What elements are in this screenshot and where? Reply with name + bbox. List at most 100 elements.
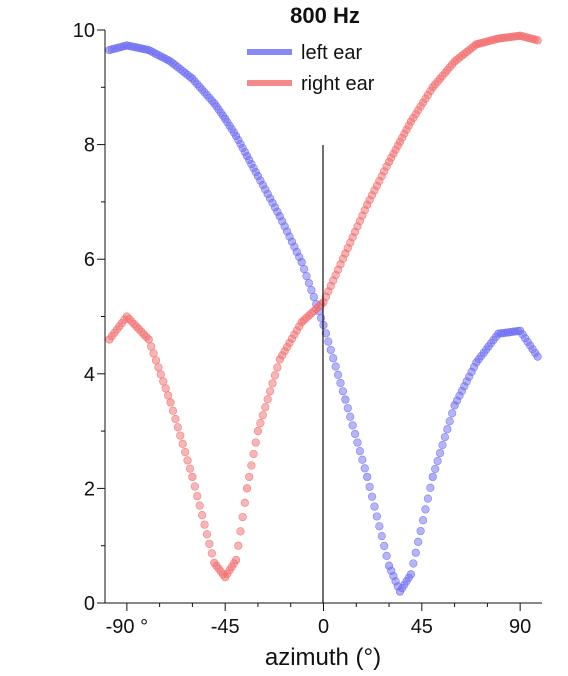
interpolated-point: [173, 423, 182, 432]
x-tick-label: 45: [411, 616, 433, 638]
interpolated-point: [435, 448, 445, 458]
interpolated-point: [350, 429, 360, 439]
interpolated-point: [251, 438, 260, 447]
interpolated-point: [238, 512, 247, 522]
interpolated-point: [195, 501, 204, 510]
interpolated-point: [240, 498, 249, 507]
interpolated-point: [377, 532, 386, 541]
interpolated-point: [326, 345, 335, 355]
interpolated-point: [154, 363, 163, 372]
points-layer: [105, 31, 542, 596]
interpolated-point: [156, 370, 165, 379]
interpolated-point: [367, 492, 377, 501]
interpolated-point: [193, 491, 202, 501]
interpolated-point: [181, 448, 190, 457]
interpolated-point: [261, 403, 270, 412]
interpolated-point: [256, 419, 265, 428]
data-point: [533, 36, 542, 45]
legend-label: left ear: [301, 42, 362, 64]
interpolated-point: [433, 456, 442, 466]
interpolated-point: [329, 354, 338, 363]
y-tick-label: 6: [84, 249, 95, 271]
x-tick-label: -45: [211, 616, 240, 638]
interpolated-point: [309, 292, 318, 302]
interpolated-point: [234, 541, 243, 550]
interpolated-point: [245, 472, 254, 482]
interpolated-point: [164, 391, 173, 400]
x-tick-label: -90 °: [106, 616, 148, 638]
x-axis-title: azimuth (°): [265, 644, 381, 671]
data-point: [533, 352, 542, 361]
interpolated-point: [200, 520, 209, 529]
interpolated-point: [171, 414, 180, 424]
interpolated-point: [331, 362, 340, 371]
interpolated-point: [202, 530, 212, 539]
y-tick-label: 2: [84, 478, 95, 500]
data-point: [166, 398, 175, 407]
interpolated-point: [440, 433, 449, 442]
legend-label: right ear: [301, 73, 375, 95]
interpolated-point: [375, 522, 384, 531]
data-point: [341, 395, 350, 404]
interpolated-point: [426, 483, 435, 492]
plot-area: [105, 31, 542, 603]
x-tick-label: 90: [509, 616, 531, 638]
interpolated-point: [299, 264, 309, 274]
interpolated-point: [161, 384, 170, 393]
data-point: [144, 335, 153, 344]
interpolated-point: [338, 387, 348, 396]
chart-title: 800 Hz: [290, 3, 360, 28]
interpolated-point: [321, 329, 331, 338]
interpolated-point: [336, 378, 345, 388]
interpolated-point: [431, 464, 440, 474]
y-tick-label: 4: [84, 364, 95, 386]
interpolated-point: [448, 409, 457, 418]
interpolated-point: [418, 516, 428, 525]
y-tick-label: 0: [84, 593, 95, 615]
interpolated-point: [358, 455, 367, 464]
interpolated-point: [178, 439, 187, 448]
interpolated-point: [249, 449, 258, 459]
interpolated-point: [316, 313, 326, 323]
data-point: [232, 555, 241, 565]
legend: left ear right ear: [247, 42, 375, 95]
interpolated-point: [353, 438, 362, 447]
data-point: [428, 472, 437, 482]
data-point: [406, 570, 416, 579]
y-axis: 0 2 4 6 8 10: [73, 20, 106, 615]
interpolated-point: [176, 431, 185, 440]
interpolated-point: [421, 505, 430, 514]
interpolated-point: [343, 404, 352, 413]
interpolated-point: [346, 412, 355, 421]
interpolated-point: [304, 278, 314, 288]
interpolated-point: [268, 379, 277, 388]
interpolated-point: [263, 395, 272, 404]
interpolated-point: [416, 526, 425, 536]
interpolated-point: [273, 363, 282, 372]
interpolated-point: [147, 342, 156, 351]
interpolated-point: [445, 417, 454, 426]
x-ticks: -90 ° -45 0 45 90: [106, 603, 531, 638]
interpolated-point: [348, 421, 357, 430]
y-tick-label: 10: [73, 20, 95, 42]
data-point: [242, 484, 252, 493]
interpolated-point: [151, 356, 161, 365]
interpolated-point: [438, 441, 447, 450]
interpolated-point: [360, 464, 369, 473]
data-point: [253, 427, 263, 436]
interpolated-point: [411, 548, 420, 557]
interpolated-point: [414, 537, 423, 546]
interpolated-point: [168, 406, 178, 415]
data-point: [188, 472, 197, 482]
interpolated-point: [355, 447, 365, 456]
interpolated-point: [183, 456, 192, 465]
interpolated-point: [370, 502, 379, 511]
interpolated-point: [236, 527, 245, 536]
x-tick-label: 0: [318, 616, 329, 638]
interpolated-point: [205, 539, 214, 548]
x-axis: -90 ° -45 0 45 90: [105, 602, 542, 638]
interpolated-point: [443, 425, 452, 434]
data-point: [363, 472, 372, 482]
interpolated-point: [380, 541, 389, 551]
